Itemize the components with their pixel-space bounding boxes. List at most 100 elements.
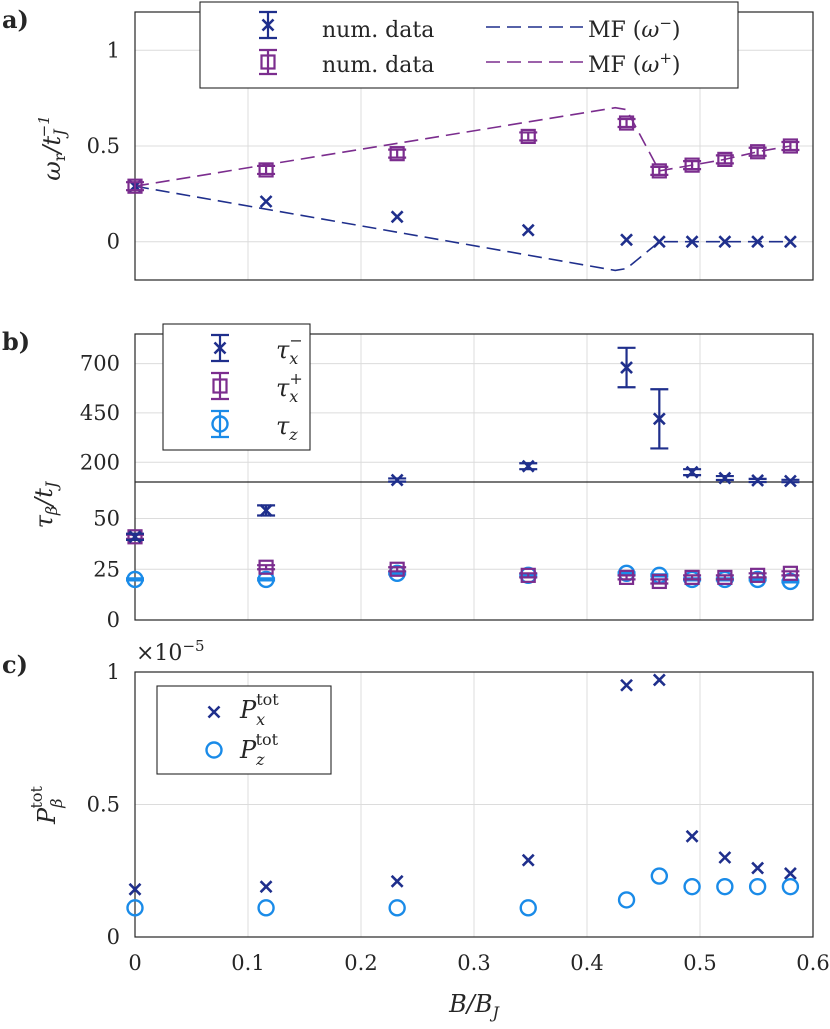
data-point (618, 569, 635, 585)
mf-line (134, 185, 791, 272)
legend-b-label-2: τx+ (276, 369, 303, 406)
data-point (128, 530, 142, 544)
panel-b-yticks: 200 450 700 0 25 50 (80, 352, 120, 632)
data-point (521, 459, 535, 473)
data-point (781, 877, 800, 896)
legend-b-label-1: τx− (276, 331, 303, 368)
panel-a-ytick: 0.5 (87, 134, 120, 158)
data-point (389, 561, 405, 577)
legend-a-marker-2 (260, 54, 276, 70)
data-point (388, 899, 406, 917)
panel-c-yticks: 0 0.5 1 (87, 660, 120, 949)
legend-a-label-1: num. data (322, 18, 434, 43)
panel-a-ytick: 1 (107, 38, 120, 62)
data-point (618, 115, 635, 131)
panel-c-label: c) (2, 650, 28, 679)
legend-a-line-label-2: MF (ω+) (588, 49, 681, 78)
panel-c-legend: Pxtot Pztot (156, 685, 332, 775)
panel-c-ytick: 0 (107, 925, 120, 949)
data-point (684, 157, 700, 173)
panel-c-ylabel: Pβtot (27, 785, 66, 824)
data-point (390, 473, 404, 487)
data-point (390, 874, 404, 888)
data-point (782, 138, 799, 154)
panel-b-ytick: 450 (80, 401, 120, 425)
panel-b-frame (134, 333, 814, 621)
data-point (257, 899, 275, 917)
panel-b-ylabel: τβ/tJ (30, 480, 61, 528)
data-point (258, 162, 274, 178)
panel-c-multiplier: ×10−5 (136, 637, 205, 666)
data-point (718, 851, 732, 864)
panel-a-legend-box (199, 1, 739, 89)
panel-b-ytick: 200 (80, 450, 120, 474)
panel-b-ytick: 700 (80, 352, 120, 376)
data-point (390, 210, 404, 224)
data-point (258, 559, 274, 575)
data-point (685, 235, 699, 249)
panel-b-marks (126, 346, 800, 591)
data-point (617, 891, 636, 909)
panel-c: c) ×10−5 0 0.5 1 0 0.1 0.2 0.3 0.4 0.5 0… (2, 637, 830, 1022)
panel-c-xtick: 0 (128, 951, 141, 975)
data-point (259, 195, 273, 208)
panel-c-frame (134, 671, 814, 938)
data-point (683, 877, 701, 896)
legend-a-marker-1 (261, 18, 275, 32)
data-point (620, 361, 633, 374)
data-point (783, 235, 797, 249)
legend-b-errbar (211, 371, 229, 401)
data-point (128, 882, 142, 896)
data-point (651, 573, 667, 590)
legend-a-label-2: num. data (322, 53, 434, 78)
legend-c-marker-1 (207, 705, 221, 719)
panel-b-ytick: 50 (93, 507, 120, 531)
error-bar (126, 577, 144, 582)
data-point (685, 465, 699, 479)
panel-b-ytick: 25 (93, 557, 120, 581)
panel-a-ylabel: ωr/tJ−1 (35, 115, 69, 181)
panel-b: b) 200 450 700 0 25 50 τβ/tJ τx− τx+ τz (2, 323, 814, 632)
legend-b-marker (211, 415, 229, 433)
data-point (650, 867, 669, 885)
data-point (521, 223, 535, 237)
data-point (652, 412, 666, 426)
data-point (750, 144, 766, 160)
data-point (519, 899, 537, 917)
panel-a-legend: num. data MF (ω−) num. data MF (ω+) (199, 1, 739, 89)
data-point (126, 899, 144, 917)
mf-line (134, 106, 791, 187)
data-point (520, 128, 536, 145)
data-point (620, 678, 633, 692)
panel-c-xtick: 0.5 (683, 951, 716, 975)
data-point (751, 235, 765, 249)
panel-b-label: b) (2, 327, 30, 356)
data-point (620, 233, 633, 247)
data-point (126, 570, 144, 589)
panel-c-xticks: 0 0.1 0.2 0.3 0.4 0.5 0.6 (128, 951, 829, 975)
data-point (520, 567, 536, 583)
data-point (782, 565, 799, 581)
data-point (751, 861, 765, 875)
data-point (750, 567, 766, 583)
data-point (751, 474, 765, 487)
panel-a: a) 0 0.5 1 ωr/tJ−1 num. data MF (ω−) num… (2, 1, 814, 281)
data-point (127, 529, 143, 545)
data-point (521, 853, 535, 867)
data-point (651, 163, 667, 179)
panel-a-marks (126, 106, 800, 272)
data-point (652, 673, 666, 687)
data-point (783, 866, 797, 880)
data-point (748, 877, 767, 896)
panel-a-ytick: 0 (107, 230, 120, 254)
panel-c-xtick: 0.1 (231, 951, 264, 975)
panel-a-yticks: 0 0.5 1 (87, 38, 120, 253)
panel-b-legend: τx− τx+ τz (162, 323, 311, 451)
panel-c-xtick: 0.4 (570, 951, 603, 975)
legend-a-errbar-2 (259, 48, 277, 76)
data-point (684, 569, 700, 585)
data-point (717, 569, 733, 585)
panel-c-xlabel: B/BJ (448, 990, 500, 1022)
data-point (718, 471, 732, 485)
